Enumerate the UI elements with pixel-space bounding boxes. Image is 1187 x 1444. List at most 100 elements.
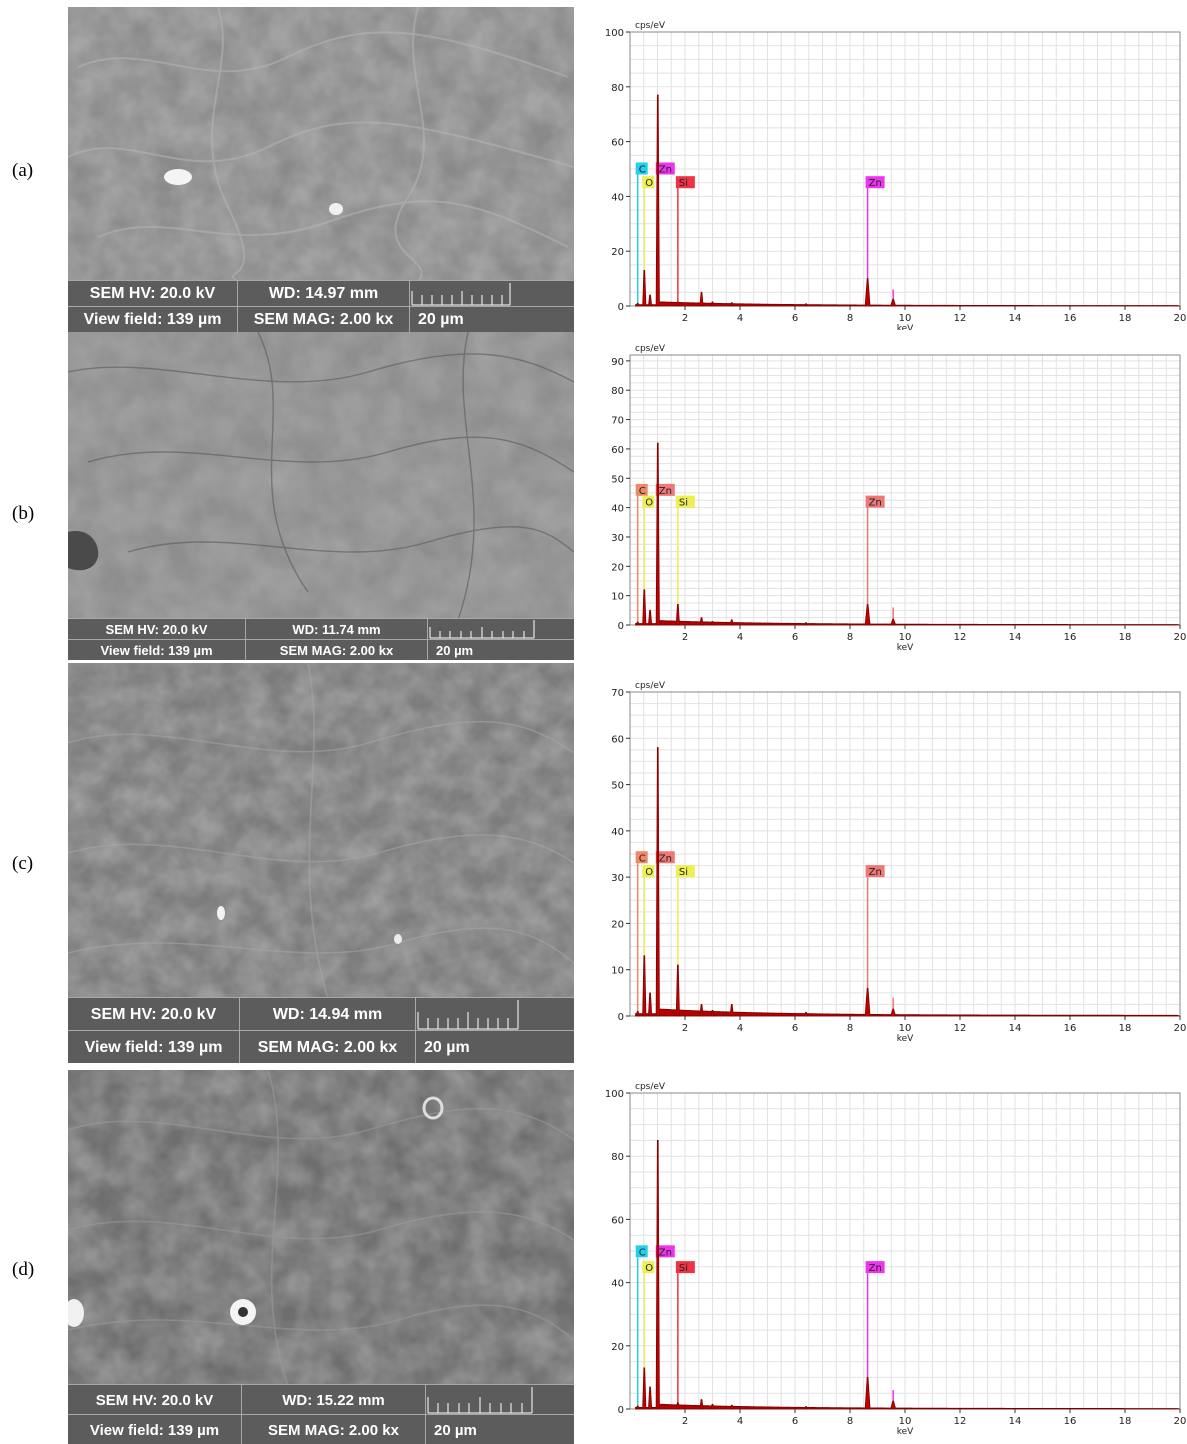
sem-info-bar-b: SEM HV: 20.0 kV WD: 11.74 mm View field:…	[68, 618, 574, 660]
spectrum-peak	[803, 622, 809, 626]
x-tick-label: 16	[1064, 1023, 1077, 1034]
sem-micrograph-b	[68, 332, 574, 620]
sem-mag: SEM MAG: 2.00 kx	[238, 307, 410, 332]
element-label-box	[655, 851, 675, 864]
spectrum-peak	[642, 269, 647, 307]
y-tick-label: 100	[605, 28, 624, 39]
spectrum-peak	[635, 1405, 640, 1410]
particle	[164, 169, 192, 185]
element-label-box	[865, 1261, 885, 1274]
particle	[422, 1096, 444, 1120]
spectrum-peak	[864, 604, 871, 626]
element-label: C	[639, 486, 646, 497]
sem-info-bar-c: SEM HV: 20.0 kV WD: 14.94 mm View field:…	[68, 997, 574, 1063]
y-tick-label: 20	[611, 562, 624, 573]
y-tick-label: 10	[611, 966, 624, 977]
x-axis-label: keV	[897, 324, 914, 330]
spectrum-peak	[642, 955, 647, 1017]
spectrum-peak	[710, 1010, 715, 1017]
element-label-box	[675, 865, 695, 878]
element-label-box	[675, 176, 695, 189]
particle-pore	[238, 1307, 248, 1317]
y-tick-label: 90	[611, 357, 624, 368]
x-tick-label: 8	[847, 313, 853, 324]
y-tick-label: 10	[611, 592, 624, 603]
y-tick-label: 80	[611, 386, 624, 397]
sem-wd: WD: 15.22 mm	[242, 1385, 426, 1415]
x-tick-label: 10	[899, 1416, 912, 1427]
spectrum-peak	[647, 609, 653, 626]
spectrum-peak	[642, 589, 647, 626]
y-tick-label: 60	[611, 734, 624, 745]
spectrum-peak	[675, 301, 681, 307]
y-tick-label: 60	[611, 138, 624, 149]
spectrum-peak	[803, 1406, 809, 1410]
element-label: O	[645, 867, 653, 878]
y-tick-label: 30	[611, 533, 624, 544]
spectrum-peak	[803, 1011, 809, 1017]
element-label-box	[655, 1245, 675, 1258]
sem-image-a: SEM HV: 20.0 kV WD: 14.97 mm View field:…	[68, 7, 574, 332]
x-tick-label: 4	[737, 313, 743, 324]
spectrum-peak	[890, 1400, 897, 1410]
scale-label: 20 µm	[434, 1421, 477, 1439]
y-tick-label: 40	[611, 1279, 624, 1290]
x-tick-label: 6	[792, 1023, 798, 1034]
spectrum-peak	[729, 1404, 734, 1410]
edx-spectrum-c-plot: 2 4 6 8 10 12 14 16 18 20 0 10 20 30 40 50 60 70 cps/eV keV…	[611, 681, 1186, 1044]
spectrum-peak	[803, 303, 809, 307]
particle	[329, 203, 343, 215]
spectrum-peak	[710, 621, 715, 626]
element-label: Si	[679, 1263, 688, 1274]
particle	[68, 1299, 84, 1327]
y-axis-label: cps/eV	[635, 21, 666, 31]
element-label: Zn	[659, 486, 672, 497]
sem-mag: SEM MAG: 2.00 kx	[242, 1415, 426, 1444]
element-label-box	[642, 865, 655, 878]
x-tick-label: 8	[847, 1023, 853, 1034]
element-label-box	[642, 1261, 655, 1274]
scale-bar	[411, 283, 511, 306]
element-label: C	[639, 164, 646, 175]
spectrum-peak	[729, 1004, 734, 1017]
sem-micrograph-a	[68, 7, 574, 282]
x-tick-label: 2	[682, 313, 688, 324]
y-tick-label: 60	[611, 445, 624, 456]
y-tick-label: 0	[618, 1405, 624, 1416]
element-label-box	[675, 495, 695, 508]
sem-mag: SEM MAG: 2.00 kx	[240, 1031, 416, 1063]
spectrum-peak	[699, 1004, 704, 1017]
element-label-box	[865, 495, 885, 508]
spectrum-peak	[635, 621, 640, 626]
y-tick-label: 50	[611, 781, 624, 792]
spectrum-peak	[655, 1140, 660, 1410]
element-label: C	[639, 1247, 646, 1258]
element-label-box	[642, 495, 655, 508]
y-tick-label: 30	[611, 873, 624, 884]
grid	[630, 691, 1180, 1016]
scale-label: 20 µm	[424, 1038, 470, 1056]
sem-info-bar-d: SEM HV: 20.0 kV WD: 15.22 mm View field:…	[68, 1384, 574, 1444]
x-tick-label: 8	[847, 632, 853, 643]
element-label: Si	[679, 498, 688, 509]
x-tick-label: 12	[954, 1416, 967, 1427]
spectrum-background	[635, 1403, 1181, 1410]
x-axis-label: keV	[897, 1427, 914, 1437]
element-label-box	[635, 851, 648, 864]
x-tick-label: 12	[954, 632, 967, 643]
spectrum-peak	[675, 1402, 680, 1410]
y-tick-label: 0	[618, 302, 624, 313]
x-tick-label: 4	[737, 632, 743, 643]
element-label: O	[645, 1263, 653, 1274]
sem-image-d: SEM HV: 20.0 kV WD: 15.22 mm View field:…	[68, 1070, 574, 1444]
scale-bar	[427, 1387, 533, 1414]
spectrum-peak	[710, 1403, 715, 1410]
sem-hv: SEM HV: 20.0 kV	[68, 998, 240, 1031]
x-tick-label: 20	[1174, 632, 1187, 643]
element-label: O	[645, 498, 653, 509]
element-label: Zn	[869, 1263, 882, 1274]
x-tick-label: 6	[792, 313, 798, 324]
element-label: O	[645, 178, 653, 189]
sem-wd: WD: 11.74 mm	[246, 619, 428, 640]
x-tick-label: 20	[1174, 313, 1187, 324]
